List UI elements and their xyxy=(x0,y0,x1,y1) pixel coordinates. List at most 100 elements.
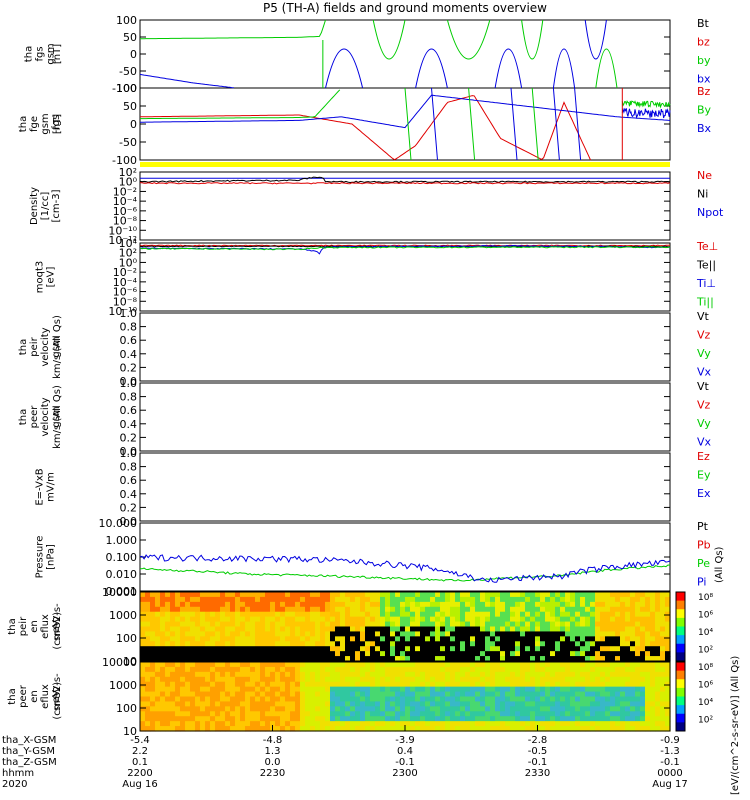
spectrogram-cell xyxy=(475,621,481,628)
spectrogram-cell xyxy=(495,592,501,598)
spectrogram-cell xyxy=(230,656,236,662)
spectrogram-cell xyxy=(360,646,366,652)
spectrogram-cell xyxy=(195,601,201,608)
spectrogram-cell xyxy=(465,616,471,623)
panel-frame xyxy=(139,452,671,522)
spectrogram-cell xyxy=(380,716,386,722)
spectrogram-cell xyxy=(380,686,386,693)
spectrogram-cell xyxy=(495,621,501,628)
spectrogram-cell xyxy=(500,681,506,688)
spectrogram-cell xyxy=(185,696,191,703)
spectrogram-cell xyxy=(430,666,436,673)
spectrogram-cell xyxy=(160,711,166,717)
spectrogram-cell xyxy=(445,601,451,608)
spectrogram-cell xyxy=(380,721,386,727)
spectrogram-cell xyxy=(255,671,261,678)
spectrogram-cell xyxy=(270,656,276,662)
spectrogram-cell xyxy=(265,676,271,683)
spectrogram-cell xyxy=(660,631,666,637)
spectrogram-cell xyxy=(505,596,511,603)
spectrogram-cell xyxy=(285,631,291,637)
spectrogram-cell xyxy=(635,626,641,633)
spectrogram-cell xyxy=(550,596,556,603)
spectrogram-cell xyxy=(470,626,476,633)
spectrogram-cell xyxy=(665,666,671,673)
spectrogram-cell xyxy=(150,626,156,633)
spectrogram-cell xyxy=(525,621,531,628)
spectrogram-cell xyxy=(255,681,261,688)
spectrogram-cell xyxy=(200,651,206,657)
spectrogram-cell xyxy=(310,671,316,678)
spectrogram-cell xyxy=(455,646,461,652)
spectrogram-cell xyxy=(600,626,606,633)
spectrogram-cell xyxy=(175,651,181,657)
spectrogram-cell xyxy=(485,626,491,633)
spectrogram-cell xyxy=(485,651,491,657)
spectrogram-cell xyxy=(345,721,351,727)
spectrogram-cell xyxy=(485,606,491,613)
spectrogram-cell xyxy=(540,686,546,693)
spectrogram-cell xyxy=(240,646,246,652)
spectrogram-cell xyxy=(355,666,361,673)
spectrogram-cell xyxy=(640,721,646,727)
spectrogram-cell xyxy=(495,691,501,698)
spectrogram-cell xyxy=(575,631,581,637)
spectrogram-cell xyxy=(625,641,631,647)
spectrogram-cell xyxy=(275,596,281,603)
spectrogram-cell xyxy=(245,681,251,688)
spectrogram-cell xyxy=(155,631,161,637)
series-line xyxy=(621,107,671,119)
spectrogram-cell xyxy=(470,611,476,618)
y-axis-label: peir xyxy=(18,616,29,636)
spectrogram-cell xyxy=(325,686,331,693)
spectrogram-cell xyxy=(370,681,376,688)
y-tick-label: 0 xyxy=(130,48,137,61)
spectrogram-cell xyxy=(665,656,671,662)
spectrogram-cell xyxy=(150,686,156,693)
spectrogram-cell xyxy=(415,721,421,727)
spectrogram-cell xyxy=(395,596,401,603)
y-tick-label: 0.0 xyxy=(120,515,138,528)
spectrogram-cell xyxy=(535,656,541,662)
spectrogram-cell xyxy=(570,611,576,618)
spectrogram-cell xyxy=(555,651,561,657)
spectrogram-cell xyxy=(625,651,631,657)
spectrogram-cell xyxy=(530,626,536,633)
spectrogram-cell xyxy=(250,631,256,637)
spectrogram-cell xyxy=(335,726,341,732)
spectrogram-cell xyxy=(415,676,421,683)
spectrogram-cell xyxy=(195,651,201,657)
spectrogram-cell xyxy=(245,686,251,693)
spectrogram-cell xyxy=(640,606,646,613)
spectrogram-cell xyxy=(250,726,256,732)
spectrogram-cell xyxy=(310,686,316,693)
spectrogram-cell xyxy=(290,716,296,722)
spectrogram-cell xyxy=(400,601,406,608)
spectrogram-cell xyxy=(605,592,611,598)
spectrogram-cell xyxy=(570,601,576,608)
spectrogram-cell xyxy=(240,606,246,613)
spectrogram-cell xyxy=(345,592,351,598)
spectrogram-cell xyxy=(270,691,276,698)
spectrogram-cell xyxy=(210,696,216,703)
spectrogram-cell xyxy=(190,611,196,618)
spectrogram-cell xyxy=(310,626,316,633)
spectrogram-cell xyxy=(535,711,541,717)
x-tick-label: -2.8 xyxy=(528,735,548,746)
spectrogram-cell xyxy=(645,606,651,613)
series-line xyxy=(531,87,539,161)
spectrogram-cell xyxy=(340,641,346,647)
spectrogram-cell xyxy=(540,611,546,618)
spectrogram-cell xyxy=(165,631,171,637)
spectrogram-cell xyxy=(175,616,181,623)
spectrogram-cell xyxy=(525,601,531,608)
spectrogram-cell xyxy=(505,651,511,657)
spectrogram-cell xyxy=(295,601,301,608)
spectrogram-cell xyxy=(265,711,271,717)
spectrogram-cell xyxy=(525,641,531,647)
spectrogram-cell xyxy=(300,626,306,633)
spectrogram-cell xyxy=(190,691,196,698)
spectrogram-cell xyxy=(650,646,656,652)
spectrogram-cell xyxy=(230,631,236,637)
spectrogram-cell xyxy=(585,671,591,678)
